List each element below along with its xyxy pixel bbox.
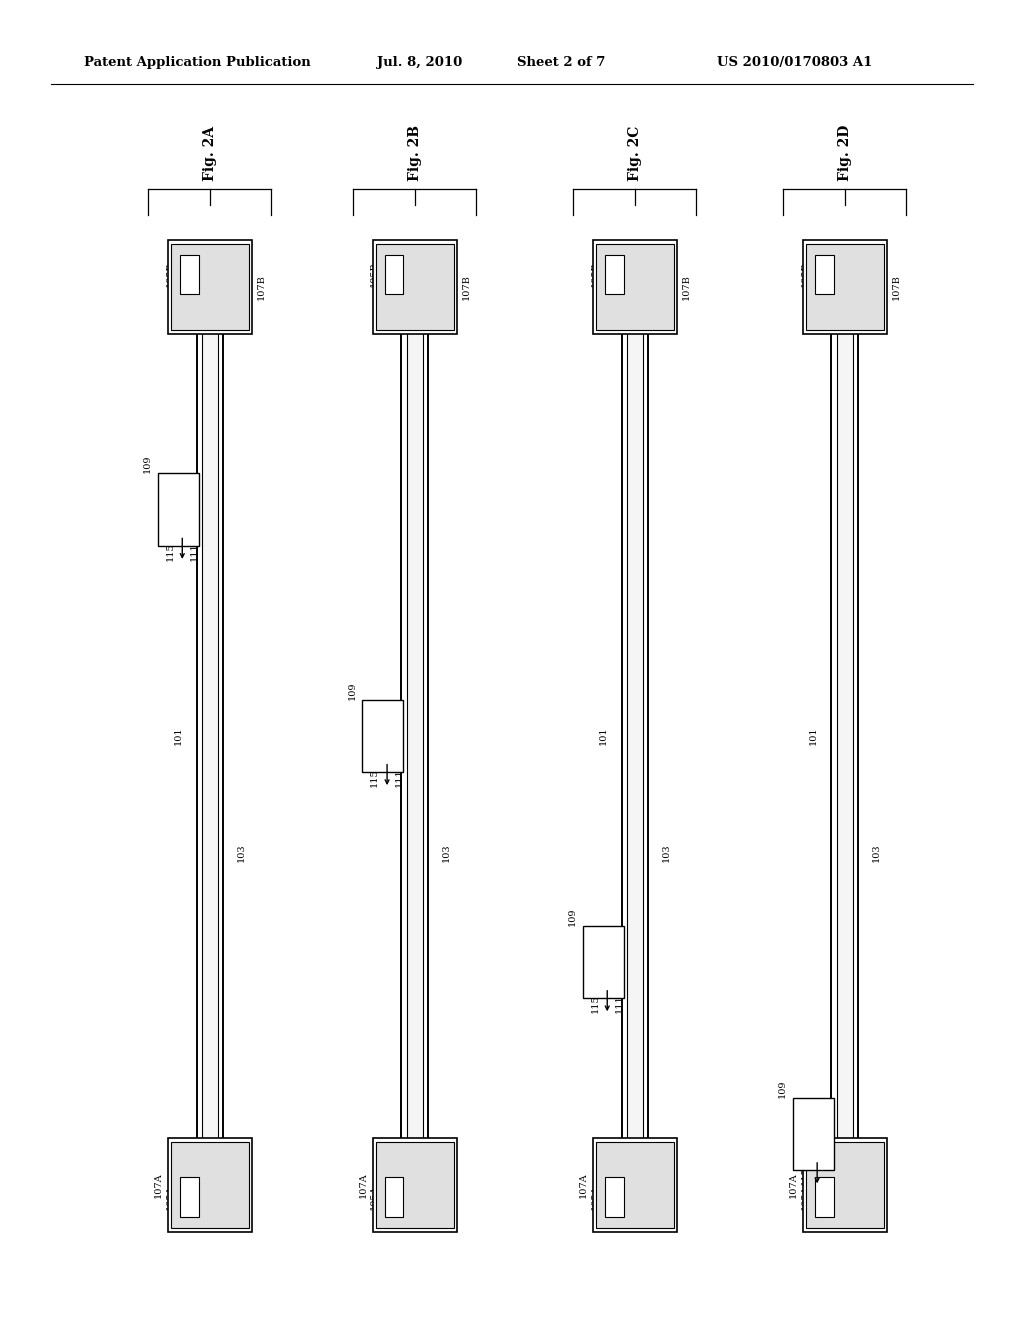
- Text: 107A: 107A: [155, 1172, 163, 1197]
- Bar: [197, 244, 223, 1228]
- Bar: [627, 244, 643, 1228]
- Text: 111: 111: [190, 543, 199, 561]
- Text: 105B: 105B: [591, 261, 599, 288]
- Bar: [596, 1142, 674, 1228]
- Text: 115: 115: [801, 1167, 809, 1185]
- Text: 107B: 107B: [462, 275, 470, 300]
- Text: Fig. 2D: Fig. 2D: [838, 124, 852, 181]
- Bar: [806, 1142, 884, 1228]
- Text: 107B: 107B: [257, 275, 265, 300]
- Bar: [385, 1177, 403, 1217]
- Text: 103: 103: [872, 843, 881, 862]
- Text: 101: 101: [599, 726, 607, 746]
- Text: 111: 111: [825, 1167, 834, 1185]
- Text: 105B: 105B: [371, 261, 379, 288]
- Bar: [622, 244, 648, 1228]
- Text: 101: 101: [809, 726, 817, 746]
- Bar: [385, 255, 403, 294]
- Text: 115: 115: [591, 994, 599, 1012]
- Bar: [376, 244, 454, 330]
- Text: Fig. 2B: Fig. 2B: [408, 125, 422, 181]
- Bar: [401, 244, 428, 1228]
- Bar: [180, 255, 199, 294]
- Bar: [803, 240, 887, 334]
- Text: 105B: 105B: [166, 261, 174, 288]
- Bar: [376, 1142, 454, 1228]
- Text: 107A: 107A: [359, 1172, 368, 1197]
- Bar: [373, 240, 457, 334]
- Text: 107B: 107B: [892, 275, 900, 300]
- Text: 111: 111: [615, 994, 624, 1012]
- Text: 109: 109: [568, 907, 577, 925]
- Bar: [202, 244, 218, 1228]
- Bar: [831, 244, 858, 1228]
- Text: 107A: 107A: [790, 1172, 798, 1197]
- Text: 115: 115: [166, 543, 174, 561]
- Text: 111: 111: [395, 768, 403, 787]
- Text: Jul. 8, 2010: Jul. 8, 2010: [377, 55, 462, 69]
- Text: Fig. 2A: Fig. 2A: [203, 125, 217, 181]
- Text: 103: 103: [442, 843, 451, 862]
- Bar: [171, 244, 249, 330]
- Bar: [168, 1138, 252, 1232]
- Text: 107A: 107A: [580, 1172, 588, 1197]
- Bar: [362, 700, 403, 772]
- Text: 105A: 105A: [801, 1184, 809, 1210]
- Bar: [803, 1138, 887, 1232]
- Text: 109: 109: [348, 681, 356, 700]
- Text: 105B: 105B: [801, 261, 809, 288]
- Bar: [793, 1098, 834, 1171]
- Text: Sheet 2 of 7: Sheet 2 of 7: [517, 55, 605, 69]
- Text: 109: 109: [778, 1080, 786, 1098]
- Bar: [596, 244, 674, 330]
- Text: 101: 101: [379, 726, 387, 746]
- Text: 105A: 105A: [591, 1184, 599, 1210]
- Bar: [593, 240, 677, 334]
- Text: 115: 115: [371, 768, 379, 787]
- Text: 105A: 105A: [166, 1184, 174, 1210]
- Text: 103: 103: [238, 843, 246, 862]
- Text: 105A: 105A: [371, 1184, 379, 1210]
- Bar: [605, 255, 624, 294]
- Text: 109: 109: [143, 455, 152, 474]
- Bar: [171, 1142, 249, 1228]
- Bar: [180, 1177, 199, 1217]
- Bar: [815, 255, 834, 294]
- Bar: [837, 244, 853, 1228]
- Bar: [593, 1138, 677, 1232]
- Bar: [168, 240, 252, 334]
- Bar: [583, 925, 624, 998]
- Text: Patent Application Publication: Patent Application Publication: [84, 55, 310, 69]
- Bar: [806, 244, 884, 330]
- Bar: [605, 1177, 624, 1217]
- Text: Fig. 2C: Fig. 2C: [628, 125, 642, 181]
- Text: 107B: 107B: [682, 275, 690, 300]
- Bar: [158, 474, 199, 546]
- Bar: [407, 244, 423, 1228]
- Bar: [373, 1138, 457, 1232]
- Text: 103: 103: [663, 843, 671, 862]
- Text: US 2010/0170803 A1: US 2010/0170803 A1: [717, 55, 872, 69]
- Text: 101: 101: [174, 726, 182, 746]
- Bar: [815, 1177, 834, 1217]
